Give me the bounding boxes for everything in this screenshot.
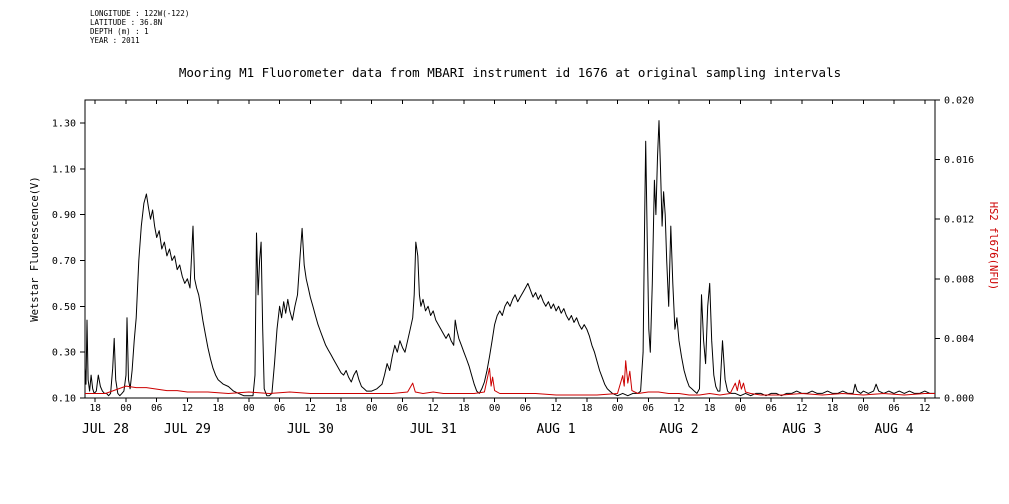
right-y-tick-label: 0.004 [944,334,974,345]
x-date-label: JUL 31 [410,422,457,437]
x-hour-tick-label: 06 [520,403,532,414]
right-axis-title: HS2 fl676(NFU) [987,202,999,291]
x-hour-tick-label: 00 [858,403,870,414]
left-y-tick-label: 0.10 [52,394,76,405]
x-hour-tick-label: 18 [212,403,224,414]
x-hour-tick-label: 12 [796,403,807,414]
x-date-label: AUG 2 [659,422,698,437]
x-hour-tick-label: 12 [305,403,316,414]
x-hour-tick-label: 06 [643,403,655,414]
right-y-tick-label: 0.012 [944,215,974,226]
x-hour-tick-label: 18 [581,403,593,414]
x-hour-tick-label: 12 [673,403,684,414]
right-y-tick-label: 0.016 [944,155,974,166]
left-y-tick-label: 0.50 [52,302,76,313]
x-hour-tick-label: 18 [827,403,839,414]
x-hour-tick-label: 12 [550,403,561,414]
x-date-label: JUL 29 [164,422,211,437]
left-y-tick-label: 1.30 [52,118,76,129]
metadata-year: YEAR : 2011 [90,36,140,45]
x-hour-tick-label: 18 [704,403,716,414]
left-y-tick-label: 0.70 [52,256,76,267]
metadata-depth: DEPTH (m) : 1 [90,27,149,36]
x-hour-tick-label: 06 [397,403,409,414]
x-hour-tick-label: 18 [90,403,102,414]
x-hour-tick-label: 06 [274,403,286,414]
right-y-tick-label: 0.008 [944,274,974,285]
x-hour-tick-label: 00 [735,403,747,414]
x-hour-tick-label: 00 [612,403,624,414]
x-hour-tick-label: 06 [888,403,900,414]
x-date-label: AUG 1 [537,422,576,437]
metadata-latitude: LATITUDE : 36.8N [90,18,162,27]
x-hour-tick-label: 00 [489,403,501,414]
x-date-label: AUG 3 [782,422,821,437]
left-y-tick-label: 1.10 [52,164,76,175]
right-y-tick-label: 0.000 [944,394,974,405]
metadata-longitude: LONGITUDE : 122W(-122) [90,9,189,18]
left-y-tick-label: 0.30 [52,348,76,359]
x-hour-tick-label: 06 [765,403,777,414]
plot-frame [84,99,936,399]
chart-title: Mooring M1 Fluorometer data from MBARI i… [179,65,841,80]
series-wetstar-line [84,120,935,397]
x-date-label: AUG 4 [874,422,913,437]
x-hour-tick-label: 18 [458,403,470,414]
series-hs2-line [85,360,935,396]
right-y-tick-label: 0.020 [944,96,974,107]
left-y-tick-label: 0.90 [52,210,76,221]
x-hour-tick-label: 06 [151,403,163,414]
x-hour-tick-label: 18 [335,403,347,414]
x-hour-tick-label: 12 [427,403,438,414]
left-axis-title: Wetstar Fluorescence(V) [29,176,41,321]
x-date-label: JUL 30 [287,422,334,437]
x-hour-tick-label: 00 [120,403,132,414]
x-hour-tick-label: 12 [919,403,930,414]
x-date-label: JUL 28 [82,422,129,437]
x-hour-tick-label: 12 [182,403,193,414]
chart-generated-layer: 18 00 06 12 18 00 06 12 18 00 06 12 18 00 06 12 18 00 06 12… [52,96,974,438]
x-hour-tick-label: 00 [366,403,378,414]
x-hour-tick-label: 00 [243,403,255,414]
